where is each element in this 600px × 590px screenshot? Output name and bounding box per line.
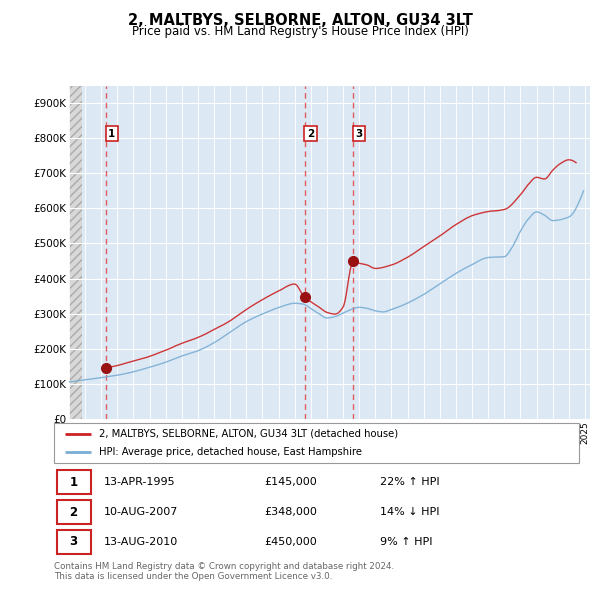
FancyBboxPatch shape: [56, 470, 91, 494]
Text: 10-AUG-2007: 10-AUG-2007: [104, 507, 178, 517]
Text: 2: 2: [70, 506, 78, 519]
Text: 13-AUG-2010: 13-AUG-2010: [104, 537, 178, 547]
Text: 13-APR-1995: 13-APR-1995: [104, 477, 176, 487]
FancyBboxPatch shape: [56, 530, 91, 554]
Text: 2, MALTBYS, SELBORNE, ALTON, GU34 3LT: 2, MALTBYS, SELBORNE, ALTON, GU34 3LT: [128, 13, 472, 28]
Text: 3: 3: [70, 536, 78, 549]
Text: HPI: Average price, detached house, East Hampshire: HPI: Average price, detached house, East…: [98, 447, 362, 457]
FancyBboxPatch shape: [56, 500, 91, 525]
Text: Price paid vs. HM Land Registry's House Price Index (HPI): Price paid vs. HM Land Registry's House …: [131, 25, 469, 38]
Text: 9% ↑ HPI: 9% ↑ HPI: [380, 537, 432, 547]
Text: 3: 3: [356, 129, 363, 139]
Text: 1: 1: [108, 129, 115, 139]
Text: Contains HM Land Registry data © Crown copyright and database right 2024.
This d: Contains HM Land Registry data © Crown c…: [54, 562, 394, 581]
Text: 14% ↓ HPI: 14% ↓ HPI: [380, 507, 439, 517]
Text: 1: 1: [70, 476, 78, 489]
Text: 2, MALTBYS, SELBORNE, ALTON, GU34 3LT (detached house): 2, MALTBYS, SELBORNE, ALTON, GU34 3LT (d…: [98, 429, 398, 439]
Text: £450,000: £450,000: [264, 537, 317, 547]
Text: £348,000: £348,000: [264, 507, 317, 517]
Bar: [69, 86, 82, 419]
FancyBboxPatch shape: [54, 423, 579, 463]
Text: 22% ↑ HPI: 22% ↑ HPI: [380, 477, 439, 487]
Text: £145,000: £145,000: [264, 477, 317, 487]
Text: 2: 2: [307, 129, 314, 139]
